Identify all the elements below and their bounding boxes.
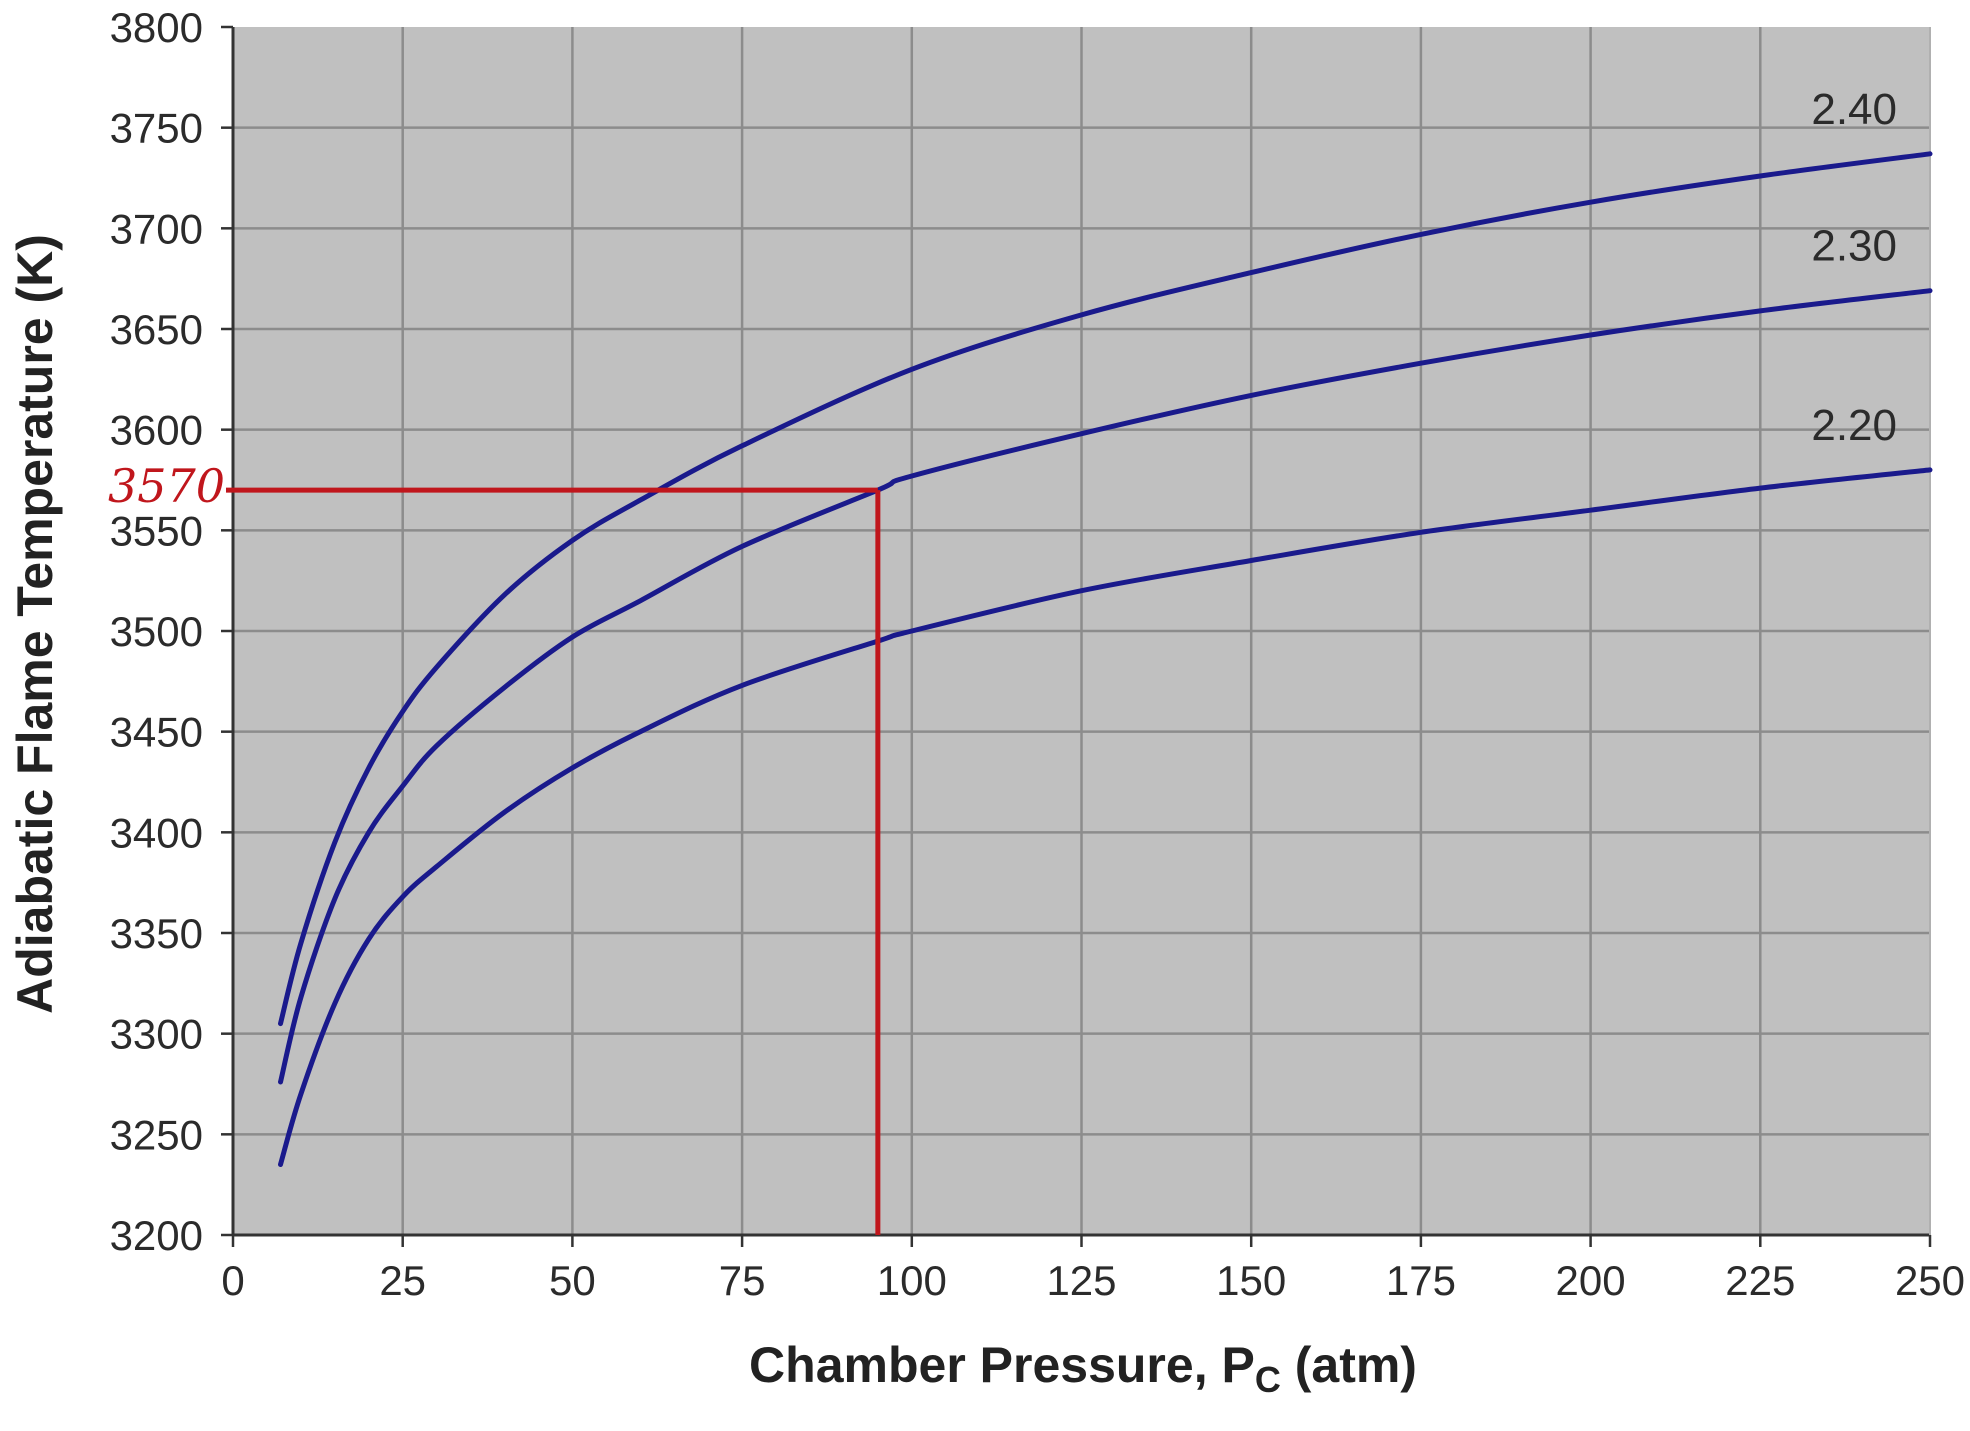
y-tick-label: 3300 [110, 1011, 203, 1058]
series-line-2.30 [278, 288, 1933, 1085]
x-tick-label: 75 [719, 1257, 766, 1304]
x-tick-label: 125 [1046, 1257, 1116, 1304]
y-tick-label: 3650 [110, 306, 203, 353]
x-axis-title-main: Chamber Pressure, P [749, 1337, 1255, 1393]
y-tick-label: 3600 [110, 407, 203, 454]
series-label-2.30: 2.30 [1811, 222, 1897, 271]
x-tick-label: 150 [1216, 1257, 1286, 1304]
series-line-2.20 [278, 467, 1933, 1167]
gridlines [233, 27, 1930, 1235]
axes [221, 25, 1932, 1247]
y-tick-label: 3700 [110, 205, 203, 252]
y-tick-label: 3800 [110, 4, 203, 51]
x-tick-label: 25 [379, 1257, 426, 1304]
x-tick-label: 175 [1386, 1257, 1456, 1304]
y-tick-label: 3550 [110, 507, 203, 554]
series-label-2.20: 2.20 [1811, 401, 1897, 450]
x-tick-label: 50 [549, 1257, 596, 1304]
x-tick-label: 100 [877, 1257, 947, 1304]
y-tick-label: 3450 [110, 709, 203, 756]
annotation: 3570 [108, 459, 881, 1235]
x-axis-title-subscript: C [1255, 1359, 1281, 1400]
tick-labels: 0 25 50 75 100 125 150 175 200 225 250 3200 3250 3300… [110, 4, 1965, 1304]
y-tick-label: 3350 [110, 910, 203, 957]
x-tick-label: 0 [221, 1257, 244, 1304]
y-tick-label: 3200 [110, 1212, 203, 1259]
series-label-2.40: 2.40 [1811, 85, 1897, 134]
x-axis-title: Chamber Pressure, PC (atm) [749, 1337, 1417, 1400]
x-tick-label: 200 [1556, 1257, 1626, 1304]
y-tick-label: 3400 [110, 809, 203, 856]
series-line-2.40 [278, 151, 1933, 1027]
x-axis-title-unit: (atm) [1281, 1337, 1417, 1393]
y-tick-label: 3250 [110, 1111, 203, 1158]
y-tick-label: 3500 [110, 608, 203, 655]
annotation-label: 3570 [108, 459, 225, 513]
x-tick-label: 225 [1725, 1257, 1795, 1304]
series-labels: 2.40 2.30 2.20 [1811, 85, 1897, 450]
y-tick-label: 3750 [110, 105, 203, 152]
x-tick-label: 250 [1895, 1257, 1965, 1304]
series-lines [278, 151, 1933, 1167]
y-axis-title: Adiabatic Flame Temperature (K) [7, 234, 63, 1014]
